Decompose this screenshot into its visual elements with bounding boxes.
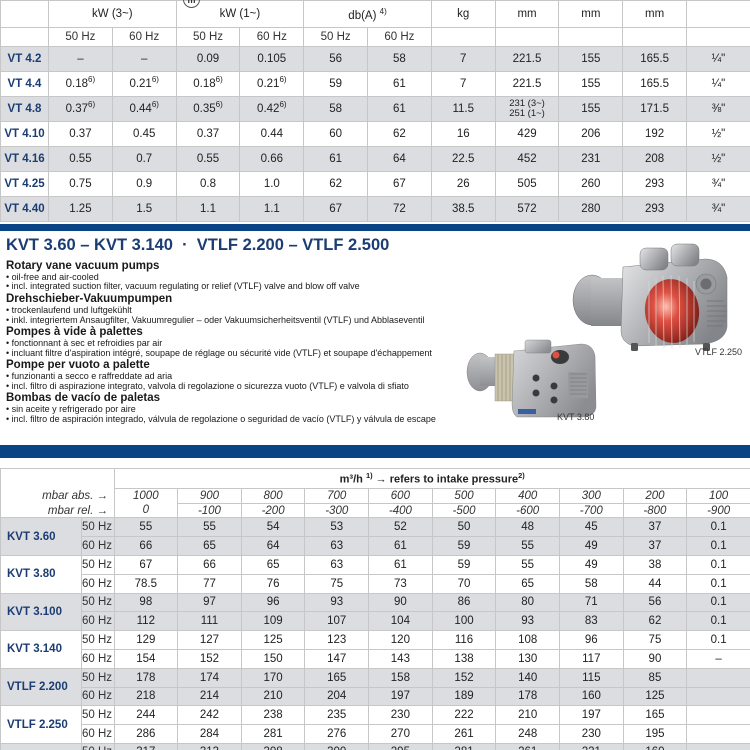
svg-text:KVT 3.80: KVT 3.80 bbox=[557, 412, 594, 421]
svg-text:VTLF 2.250: VTLF 2.250 bbox=[695, 347, 742, 357]
